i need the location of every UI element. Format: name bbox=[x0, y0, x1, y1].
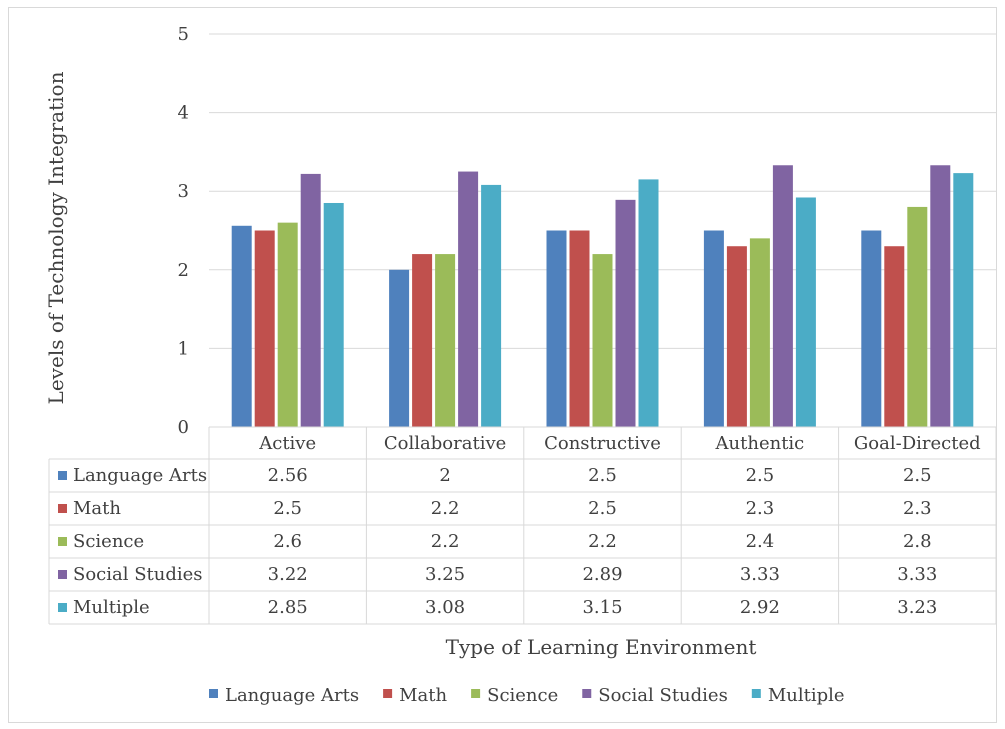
x-category-label: Goal-Directed bbox=[854, 433, 981, 454]
legend-key bbox=[471, 689, 481, 698]
table-value: 3.33 bbox=[897, 564, 937, 585]
legend-label: Science bbox=[487, 685, 558, 706]
bar bbox=[703, 230, 724, 427]
y-tick-label: 4 bbox=[178, 103, 189, 124]
bar bbox=[412, 254, 433, 427]
bar bbox=[592, 254, 613, 427]
x-category-label: Active bbox=[258, 433, 316, 454]
y-tick-label: 0 bbox=[178, 417, 189, 438]
table-series-label: Language Arts bbox=[73, 465, 207, 486]
legend-label: Language Arts bbox=[225, 685, 359, 706]
table-legend-key bbox=[58, 603, 67, 612]
table-value: 2.8 bbox=[903, 531, 932, 552]
bar bbox=[615, 199, 636, 427]
legend-label: Social Studies bbox=[598, 685, 728, 706]
legend-key bbox=[209, 689, 218, 698]
bar bbox=[300, 173, 321, 427]
table-value: 3.08 bbox=[425, 597, 465, 618]
table-value: 2.2 bbox=[431, 498, 460, 519]
bar bbox=[277, 222, 298, 427]
table-value: 2.92 bbox=[740, 597, 780, 618]
bar bbox=[930, 165, 951, 427]
y-tick-label: 3 bbox=[178, 181, 189, 202]
bar bbox=[389, 269, 410, 427]
table-value: 2.6 bbox=[273, 531, 302, 552]
table-value: 2.3 bbox=[903, 498, 932, 519]
table-value: 2.5 bbox=[588, 465, 617, 486]
table-series-label: Math bbox=[73, 498, 121, 519]
table-value: 2.2 bbox=[588, 531, 617, 552]
table-value: 2.5 bbox=[903, 465, 932, 486]
bar bbox=[546, 230, 567, 427]
bar bbox=[435, 254, 456, 427]
table-legend-key bbox=[58, 504, 67, 513]
y-tick-label: 5 bbox=[178, 24, 189, 45]
table-value: 3.22 bbox=[268, 564, 308, 585]
table-series-label: Social Studies bbox=[73, 564, 203, 585]
table-series-label: Science bbox=[73, 531, 144, 552]
bar bbox=[772, 165, 793, 427]
table-value: 3.25 bbox=[425, 564, 465, 585]
bar bbox=[884, 246, 905, 427]
table-value: 2.3 bbox=[746, 498, 775, 519]
bar bbox=[861, 230, 882, 427]
legend: Language Arts Math Science Social Studies Mu… bbox=[209, 685, 845, 706]
table-value: 3.15 bbox=[582, 597, 622, 618]
table-legend-key bbox=[58, 471, 67, 480]
table-value: 2.56 bbox=[268, 465, 308, 486]
y-axis-title: Levels of Technology Integration bbox=[44, 71, 68, 404]
bar bbox=[795, 197, 816, 427]
y-tick-label: 1 bbox=[178, 338, 189, 359]
x-category-label: Constructive bbox=[544, 433, 661, 454]
bar bbox=[749, 238, 770, 427]
bar bbox=[458, 171, 479, 427]
table-series-label: Multiple bbox=[73, 597, 150, 618]
x-category-label: Authentic bbox=[715, 433, 805, 454]
chart-frame: 0 1 2 3 4 5 Active Collaborative Constructive Au… bbox=[8, 7, 997, 723]
table-value: 2 bbox=[439, 465, 450, 486]
table-legend-key bbox=[58, 570, 67, 579]
table-value: 2.5 bbox=[273, 498, 302, 519]
table-value: 2.5 bbox=[588, 498, 617, 519]
bar bbox=[481, 184, 502, 427]
bars bbox=[231, 165, 974, 427]
table-legend-key bbox=[58, 537, 67, 546]
legend-label: Math bbox=[399, 685, 447, 706]
bar bbox=[254, 230, 275, 427]
y-tick-label: 2 bbox=[178, 260, 189, 281]
data-table: Active Collaborative Constructive Authentic… bbox=[48, 426, 997, 625]
table-value: 3.23 bbox=[897, 597, 937, 618]
x-category-label: Collaborative bbox=[384, 433, 506, 454]
table-value: 2.85 bbox=[268, 597, 308, 618]
legend-key bbox=[383, 689, 393, 698]
table-value: 2.2 bbox=[431, 531, 460, 552]
table-value: 2.89 bbox=[582, 564, 622, 585]
bar bbox=[569, 230, 590, 427]
bar-chart: 0 1 2 3 4 5 Active Collaborative Constructive Au… bbox=[44, 24, 997, 706]
table-value: 3.33 bbox=[740, 564, 780, 585]
bar bbox=[953, 173, 974, 427]
bar bbox=[231, 225, 252, 427]
table-value: 2.5 bbox=[746, 465, 775, 486]
table-value: 2.4 bbox=[746, 531, 775, 552]
bar bbox=[726, 246, 747, 427]
bar bbox=[638, 179, 659, 427]
bar bbox=[907, 206, 928, 427]
legend-key bbox=[582, 689, 592, 698]
y-axis-ticks: 0 1 2 3 4 5 bbox=[178, 24, 189, 438]
legend-label: Multiple bbox=[768, 685, 845, 706]
x-axis-title: Type of Learning Environment bbox=[446, 635, 757, 659]
bar bbox=[323, 202, 344, 427]
legend-key bbox=[751, 689, 761, 698]
